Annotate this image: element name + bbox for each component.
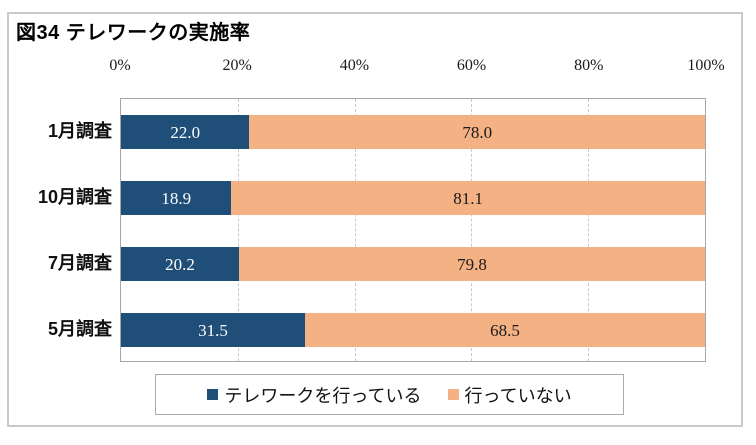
plot-area: 22.0 78.0 18.9 81.1 20.2 79.8 31.5 68.5 [120, 98, 706, 362]
chart-title: 図34 テレワークの実施率 [16, 22, 251, 44]
bar-segment: 31.5 [121, 313, 305, 347]
x-axis-tick-label: 40% [339, 57, 370, 74]
bar-value-label: 22.0 [170, 122, 201, 142]
bar-value-label: 78.0 [462, 122, 493, 142]
category-label: 7月調査 [47, 253, 112, 273]
legend-swatch-icon [447, 389, 459, 400]
bar-segment: 20.2 [121, 247, 239, 281]
legend-label: テレワークを行っている [224, 385, 422, 406]
bar-segment: 22.0 [121, 115, 250, 149]
x-axis-tick-label: 0% [109, 57, 131, 74]
legend-label: 行っていない [464, 385, 572, 406]
bar-segment: 81.1 [231, 181, 705, 215]
bar-value-label: 79.8 [457, 254, 487, 274]
bar-value-label: 68.5 [490, 320, 520, 340]
bar-segment: 79.8 [238, 247, 705, 281]
category-label: 10月調査 [37, 187, 112, 207]
category-label: 1月調査 [47, 121, 112, 141]
bar-value-label: 31.5 [198, 320, 228, 340]
bar-row: 18.9 81.1 [121, 181, 705, 215]
gridline [588, 99, 590, 361]
gridline [471, 99, 473, 361]
bar-row: 31.5 68.5 [121, 313, 705, 347]
bar-segment: 78.0 [249, 115, 705, 149]
bar-value-label: 18.9 [161, 188, 192, 208]
legend-swatch-icon [207, 389, 219, 400]
x-axis: 0% 20% 40% 60% 80% 100% [109, 57, 724, 79]
legend-item: テレワークを行っている [207, 382, 422, 408]
bar-row: 20.2 79.8 [121, 247, 705, 281]
bar-segment: 18.9 [121, 181, 232, 215]
bar-value-label: 20.2 [165, 254, 195, 274]
gridline [354, 99, 356, 361]
x-axis-tick-label: 60% [456, 57, 487, 74]
x-axis-tick-label: 80% [574, 57, 604, 74]
bar-value-label: 81.1 [453, 188, 484, 208]
category-label: 5月調査 [47, 319, 112, 339]
x-axis-tick-label: 20% [222, 57, 252, 74]
bar-segment: 68.5 [304, 313, 705, 347]
x-axis-tick-label: 100% [687, 57, 725, 74]
legend-item: 行っていない [447, 382, 572, 408]
gridline [237, 99, 239, 361]
legend: テレワークを行っている 行っていない [155, 374, 624, 415]
bar-row: 22.0 78.0 [121, 115, 705, 149]
